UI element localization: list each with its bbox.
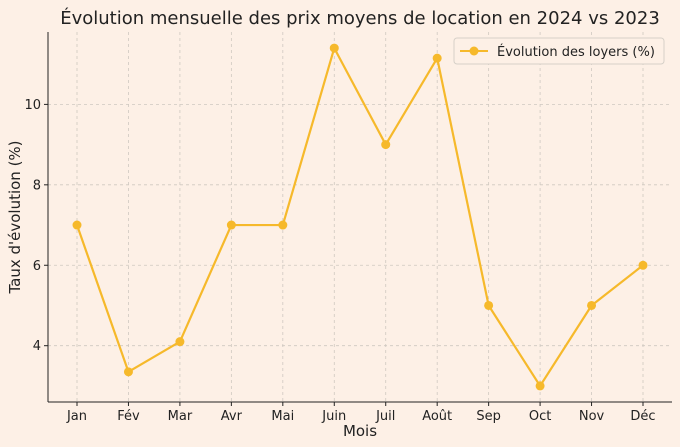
x-tick-label: Juin [321,409,346,424]
x-tick-label: Mai [271,409,294,424]
data-point [432,53,442,63]
x-tick-label: Déc [630,409,655,424]
chart-title: Évolution mensuelle des prix moyens de l… [60,7,660,29]
series [72,43,648,391]
data-point [484,300,494,310]
legend: Évolution des loyers (%) [453,37,665,65]
x-tick-label: Août [422,409,452,424]
x-ticks: Jan Fév Mar Avr Mai Juin Juil Août Sep Oct Nov Déc [66,402,656,424]
x-tick-label: Jan [66,409,87,424]
data-point [638,260,648,270]
x-tick-label: Juil [375,409,395,424]
x-tick-label: Sep [476,409,501,424]
data-point [587,300,597,310]
y-ticks: 4 6 8 10 [24,98,48,354]
y-axis-label: Taux d'évolution (%) [6,140,24,294]
data-point [535,381,545,391]
data-point [123,367,133,377]
x-tick-label: Mar [168,409,193,424]
legend-entry-label: Évolution des loyers (%) [497,44,655,60]
x-axis-label: Mois [343,422,377,440]
x-tick-label: Avr [221,409,243,424]
data-point [329,43,339,53]
y-tick-label: 8 [33,178,41,193]
data-point [381,140,391,150]
y-tick-label: 6 [33,259,41,274]
x-tick-label: Oct [529,409,551,424]
x-tick-label: Fév [117,409,140,424]
legend-box [453,37,665,65]
legend-marker-swatch [469,46,479,56]
y-tick-label: 4 [33,339,41,354]
grid [48,32,672,402]
data-point [278,220,288,230]
series-line [75,46,644,388]
y-tick-label: 10 [24,98,41,113]
data-point [72,220,82,230]
axes [47,32,672,403]
x-tick-label: Nov [579,409,605,424]
data-point [226,220,236,230]
data-point [175,337,185,347]
